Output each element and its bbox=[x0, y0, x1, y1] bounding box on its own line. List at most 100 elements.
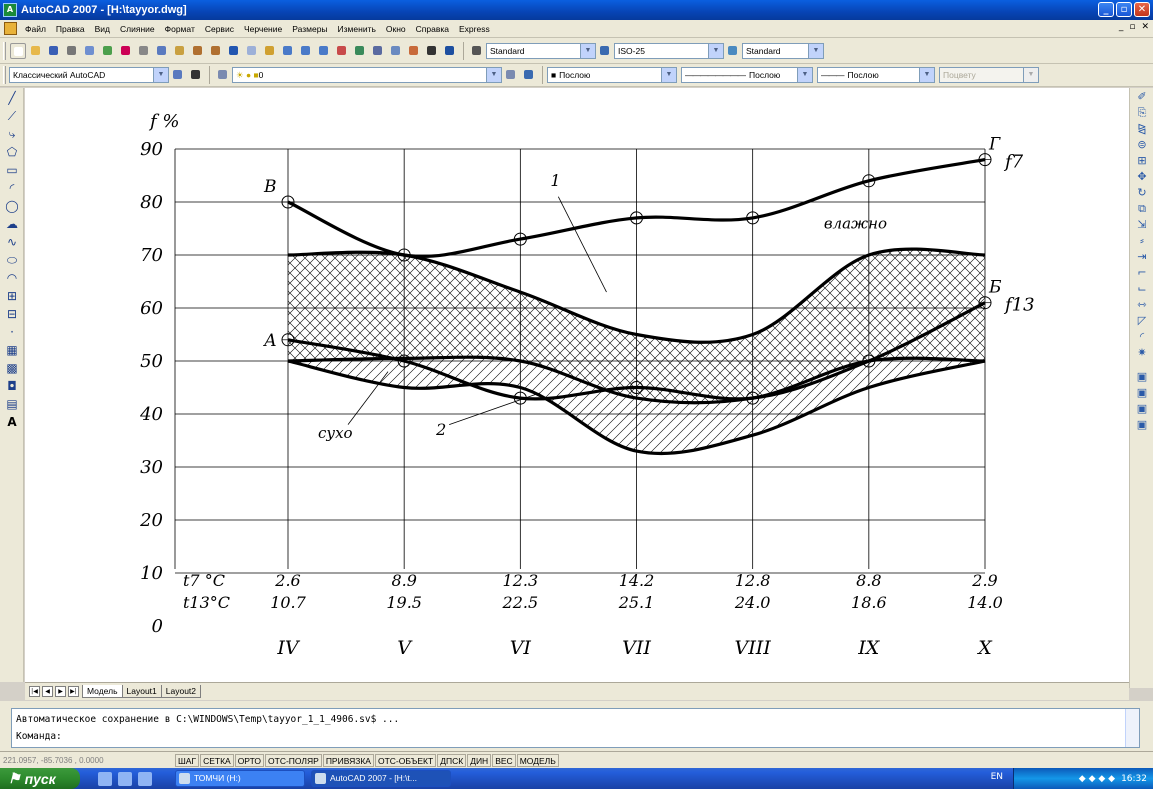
mtext-tool-icon[interactable]: A bbox=[7, 415, 17, 429]
paste-icon[interactable] bbox=[172, 43, 188, 59]
menu-file[interactable]: Файл bbox=[25, 23, 46, 34]
tab-layout2[interactable]: Layout2 bbox=[160, 685, 202, 698]
lwt-toggle[interactable]: ВЕС bbox=[492, 753, 516, 767]
zoom-window-icon[interactable] bbox=[298, 43, 314, 59]
ducs-toggle[interactable]: ДПСК bbox=[437, 753, 467, 767]
command-line[interactable]: Автоматическое сохранение в C:\WINDOWS\T… bbox=[11, 708, 1140, 748]
tray-icons[interactable]: ◆ ◆ ◆ ◆ bbox=[1078, 773, 1116, 784]
trim-tool-icon[interactable]: ⸗ bbox=[1140, 234, 1144, 247]
fillet-tool-icon[interactable]: ◜ bbox=[1139, 330, 1145, 343]
text-style-select[interactable]: Standard ▼ bbox=[486, 42, 596, 59]
publish-icon[interactable] bbox=[100, 43, 116, 59]
grid-toggle[interactable]: СЕТКА bbox=[200, 753, 234, 767]
design-center-icon[interactable] bbox=[352, 43, 368, 59]
hatch-tool-icon[interactable]: ▦ bbox=[6, 343, 18, 357]
ie-quicklaunch-icon[interactable] bbox=[98, 771, 112, 786]
menu-window[interactable]: Окно bbox=[385, 23, 406, 34]
xline-tool-icon[interactable]: ⟋ bbox=[7, 109, 17, 123]
preview-icon[interactable] bbox=[82, 43, 98, 59]
properties-icon[interactable] bbox=[334, 43, 350, 59]
text-front-icon[interactable]: ▣ bbox=[1136, 418, 1148, 431]
workspace-settings-icon[interactable] bbox=[170, 67, 186, 83]
dim-style-select[interactable]: ISO-25 ▼ bbox=[614, 42, 724, 59]
menu-tools[interactable]: Сервис bbox=[204, 23, 234, 34]
command-prompt[interactable]: Команда: bbox=[16, 731, 62, 742]
sheet-set-icon[interactable] bbox=[388, 43, 404, 59]
rectangle-tool-icon[interactable]: ▭ bbox=[6, 163, 18, 177]
menu-merge[interactable]: Слияние bbox=[120, 23, 155, 34]
layer-previous-icon[interactable] bbox=[521, 67, 537, 83]
osnap-toggle[interactable]: ПРИВЯЗКА bbox=[322, 753, 374, 767]
stretch-tool-icon[interactable]: ⇲ bbox=[1137, 218, 1147, 231]
break-point-tool-icon[interactable]: ⌐ bbox=[1137, 266, 1147, 279]
send-back-icon[interactable]: ▣ bbox=[1136, 402, 1148, 415]
new-icon[interactable] bbox=[10, 42, 26, 59]
calculator-icon[interactable] bbox=[424, 43, 440, 59]
draworder-icon[interactable]: ▣ bbox=[1136, 370, 1148, 383]
arc-tool-icon[interactable]: ◜ bbox=[9, 181, 15, 195]
menu-help[interactable]: Справка bbox=[415, 23, 450, 34]
revcloud-tool-icon[interactable]: ☁ bbox=[6, 217, 18, 231]
snap-toggle[interactable]: ШАГ bbox=[175, 753, 200, 767]
autocad-app-icon[interactable]: A bbox=[3, 3, 17, 17]
menu-modify[interactable]: Изменить bbox=[337, 23, 376, 34]
open-icon[interactable] bbox=[28, 43, 44, 59]
tool-palettes-icon[interactable] bbox=[370, 43, 386, 59]
workspace-select[interactable]: Классический AutoCAD ▼ bbox=[9, 67, 169, 83]
spline-tool-icon[interactable]: ∿ bbox=[6, 235, 18, 249]
maximize-button[interactable]: ▫ bbox=[1116, 2, 1132, 17]
copy-tool-icon[interactable]: ⎘ bbox=[1137, 106, 1147, 119]
first-tab-button[interactable]: |◀ bbox=[29, 686, 40, 697]
pan-icon[interactable] bbox=[262, 43, 278, 59]
gradient-tool-icon[interactable]: ▩ bbox=[6, 361, 18, 375]
minimize-button[interactable]: _ bbox=[1098, 2, 1114, 17]
table-tool-icon[interactable]: ▤ bbox=[6, 397, 18, 411]
menu-view[interactable]: Вид bbox=[94, 23, 111, 34]
color-select[interactable]: ■ Послою ▼ bbox=[547, 67, 677, 83]
task-autocad[interactable]: AutoCAD 2007 - [H:\t... bbox=[311, 770, 451, 787]
polar-toggle[interactable]: ОТС-ПОЛЯР bbox=[265, 753, 322, 767]
command-scrollbar[interactable] bbox=[1125, 709, 1139, 747]
erase-tool-icon[interactable]: ✐ bbox=[1137, 90, 1147, 103]
close-button[interactable]: ✕ bbox=[1134, 2, 1150, 17]
region-tool-icon[interactable]: ◘ bbox=[7, 379, 17, 393]
tab-layout1[interactable]: Layout1 bbox=[121, 685, 162, 698]
3d-dwf-icon[interactable] bbox=[118, 43, 134, 59]
help-icon[interactable] bbox=[442, 43, 458, 59]
make-current-layer-icon[interactable] bbox=[503, 67, 519, 83]
doc-close-button[interactable]: ✕ bbox=[1141, 22, 1149, 32]
markup-icon[interactable] bbox=[406, 43, 422, 59]
next-tab-button[interactable]: ▶ bbox=[55, 686, 66, 697]
doc-minimize-button[interactable]: _ bbox=[1118, 22, 1124, 32]
otrack-toggle[interactable]: ОТС-ОБЪЕКТ bbox=[374, 753, 437, 767]
insert-block-icon[interactable]: ⊞ bbox=[6, 289, 18, 303]
move-tool-icon[interactable]: ✥ bbox=[1137, 170, 1147, 183]
dim-style-icon[interactable] bbox=[597, 43, 613, 59]
layer-select[interactable]: ☀ ● ■ 0 ▼ bbox=[232, 67, 502, 83]
language-indicator[interactable]: EN bbox=[990, 772, 1003, 782]
tab-model[interactable]: Модель bbox=[82, 685, 123, 698]
toolbar-grip[interactable] bbox=[3, 41, 6, 60]
toolbar-grip[interactable] bbox=[3, 66, 6, 84]
polygon-tool-icon[interactable]: ⬠ bbox=[6, 145, 18, 159]
scale-tool-icon[interactable]: ⧉ bbox=[1138, 202, 1146, 215]
extend-tool-icon[interactable]: ⇥ bbox=[1137, 250, 1147, 263]
save-icon[interactable] bbox=[46, 43, 62, 59]
document-icon[interactable] bbox=[4, 22, 17, 35]
undo-icon[interactable] bbox=[226, 43, 242, 59]
plot-icon[interactable] bbox=[64, 43, 80, 59]
zoom-realtime-icon[interactable] bbox=[280, 43, 296, 59]
menu-express[interactable]: Express bbox=[459, 23, 490, 34]
line-tool-icon[interactable]: ╱ bbox=[8, 91, 16, 105]
cut-icon[interactable] bbox=[136, 43, 152, 59]
ellipse-arc-tool-icon[interactable]: ◠ bbox=[6, 271, 18, 285]
join-tool-icon[interactable]: ⇿ bbox=[1137, 298, 1147, 311]
offset-tool-icon[interactable]: ⊜ bbox=[1137, 138, 1147, 151]
last-tab-button[interactable]: ▶| bbox=[68, 686, 79, 697]
mirror-tool-icon[interactable]: ⧎ bbox=[1137, 122, 1147, 135]
table-style-icon[interactable] bbox=[725, 43, 741, 59]
dyn-toggle[interactable]: ДИН bbox=[467, 753, 492, 767]
layer-manager-icon[interactable] bbox=[215, 67, 231, 83]
model-toggle[interactable]: МОДЕЛЬ bbox=[516, 753, 559, 767]
